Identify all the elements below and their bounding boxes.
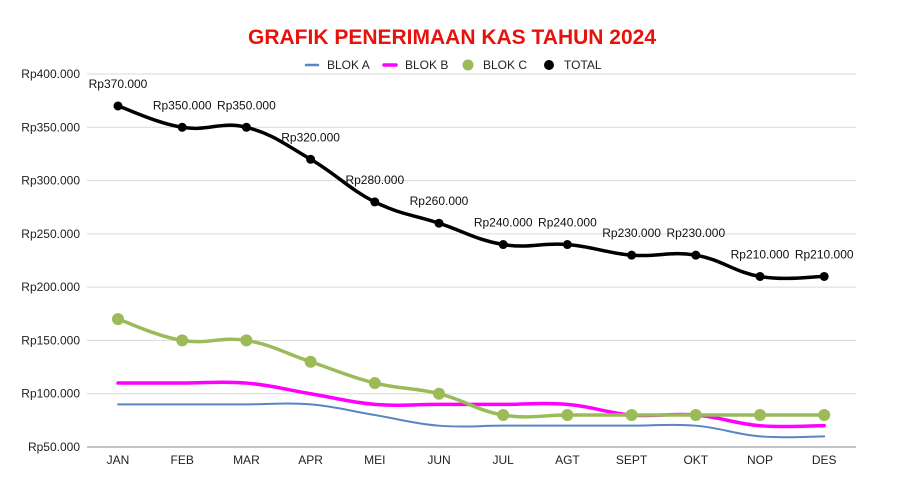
point-total-jun xyxy=(434,218,444,228)
point-blok-c-nop xyxy=(754,409,766,422)
data-label-total-mei: Rp280.000 xyxy=(345,173,404,187)
data-labels: Rp370.000 Rp350.000 Rp350.000 Rp320.000 Rp28… xyxy=(89,77,854,262)
x-tick-label-agt: AGT xyxy=(555,453,580,467)
point-blok-c-apr xyxy=(304,355,317,368)
data-label-total-jul: Rp240.000 xyxy=(474,216,533,230)
legend-swatch-total xyxy=(544,60,554,70)
x-tick-label-jun: JUN xyxy=(427,453,450,467)
legend-label-blok-c: BLOK C xyxy=(483,58,527,72)
x-tick-label-apr: APR xyxy=(298,453,323,467)
x-tick-label-jul: JUL xyxy=(493,453,515,467)
data-label-total-sept: Rp230.000 xyxy=(602,226,661,240)
x-tick-label-nop: NOP xyxy=(747,453,773,467)
series-markers xyxy=(112,101,831,422)
legend-label-blok-a: BLOK A xyxy=(327,58,370,72)
point-blok-c-okt xyxy=(689,409,702,422)
x-axis-tick-labels: JAN FEB MAR APR MEI JUN JUL AGT SEPT OKT NOP DES xyxy=(107,453,837,467)
point-blok-c-jul xyxy=(497,409,510,422)
point-blok-c-feb xyxy=(176,334,189,347)
point-blok-c-jan xyxy=(112,313,124,326)
point-total-apr xyxy=(306,154,316,164)
series-line-blok-a xyxy=(117,402,826,439)
point-total-mei xyxy=(370,197,380,207)
y-tick-label: Rp150.000 xyxy=(21,333,80,347)
point-total-jan xyxy=(113,101,123,111)
legend-label-total: TOTAL xyxy=(564,58,602,72)
series-lines xyxy=(116,104,826,439)
point-blok-c-des xyxy=(818,409,831,422)
data-label-total-jun: Rp260.000 xyxy=(410,194,469,208)
x-tick-label-des: DES xyxy=(812,453,837,467)
data-label-total-nop: Rp210.000 xyxy=(731,247,790,261)
y-tick-label: Rp300.000 xyxy=(21,174,80,188)
point-total-sept xyxy=(627,250,637,260)
legend-label-blok-b: BLOK B xyxy=(405,58,448,72)
point-blok-c-mar xyxy=(240,334,253,347)
y-tick-label: Rp50.000 xyxy=(28,440,80,454)
y-tick-label: Rp350.000 xyxy=(21,120,80,134)
y-axis-tick-labels: Rp50.000 Rp100.000 Rp150.000 Rp200.000 Rp250… xyxy=(21,67,80,454)
series-line-total xyxy=(116,104,826,281)
data-label-total-okt: Rp230.000 xyxy=(666,226,725,240)
x-tick-label-mar: MAR xyxy=(233,453,260,467)
data-label-total-jan: Rp370.000 xyxy=(89,77,148,91)
x-tick-label-mei: MEI xyxy=(364,453,385,467)
data-label-total-mar: Rp350.000 xyxy=(217,98,276,112)
point-total-jul xyxy=(498,240,508,250)
point-total-feb xyxy=(177,122,187,132)
x-tick-label-sept: SEPT xyxy=(616,453,648,467)
data-label-total-agt: Rp240.000 xyxy=(538,216,597,230)
y-tick-label: Rp400.000 xyxy=(21,67,80,81)
data-label-total-feb: Rp350.000 xyxy=(153,98,212,112)
data-label-total-apr: Rp320.000 xyxy=(281,130,340,144)
point-total-mar xyxy=(241,122,251,132)
data-label-total-des: Rp210.000 xyxy=(795,247,854,261)
series-line-blok-c xyxy=(116,317,826,419)
y-tick-label: Rp100.000 xyxy=(21,387,80,401)
y-tick-label: Rp250.000 xyxy=(21,227,80,241)
point-blok-c-agt xyxy=(561,409,574,422)
point-total-agt xyxy=(562,240,572,250)
point-total-nop xyxy=(755,271,765,281)
x-tick-label-feb: FEB xyxy=(171,453,194,467)
point-total-okt xyxy=(691,250,701,260)
point-total-des xyxy=(819,271,829,281)
legend: BLOK A BLOK B BLOK C TOTAL xyxy=(304,58,602,72)
legend-swatch-blok-c xyxy=(462,59,474,71)
point-blok-c-mei xyxy=(368,377,381,390)
point-blok-c-sept xyxy=(625,409,638,422)
x-tick-label-jan: JAN xyxy=(107,453,130,467)
y-tick-label: Rp200.000 xyxy=(21,280,80,294)
chart-title: GRAFIK PENERIMAAN KAS TAHUN 2024 xyxy=(248,26,656,49)
point-blok-c-jun xyxy=(433,387,445,400)
x-tick-label-okt: OKT xyxy=(683,453,708,467)
